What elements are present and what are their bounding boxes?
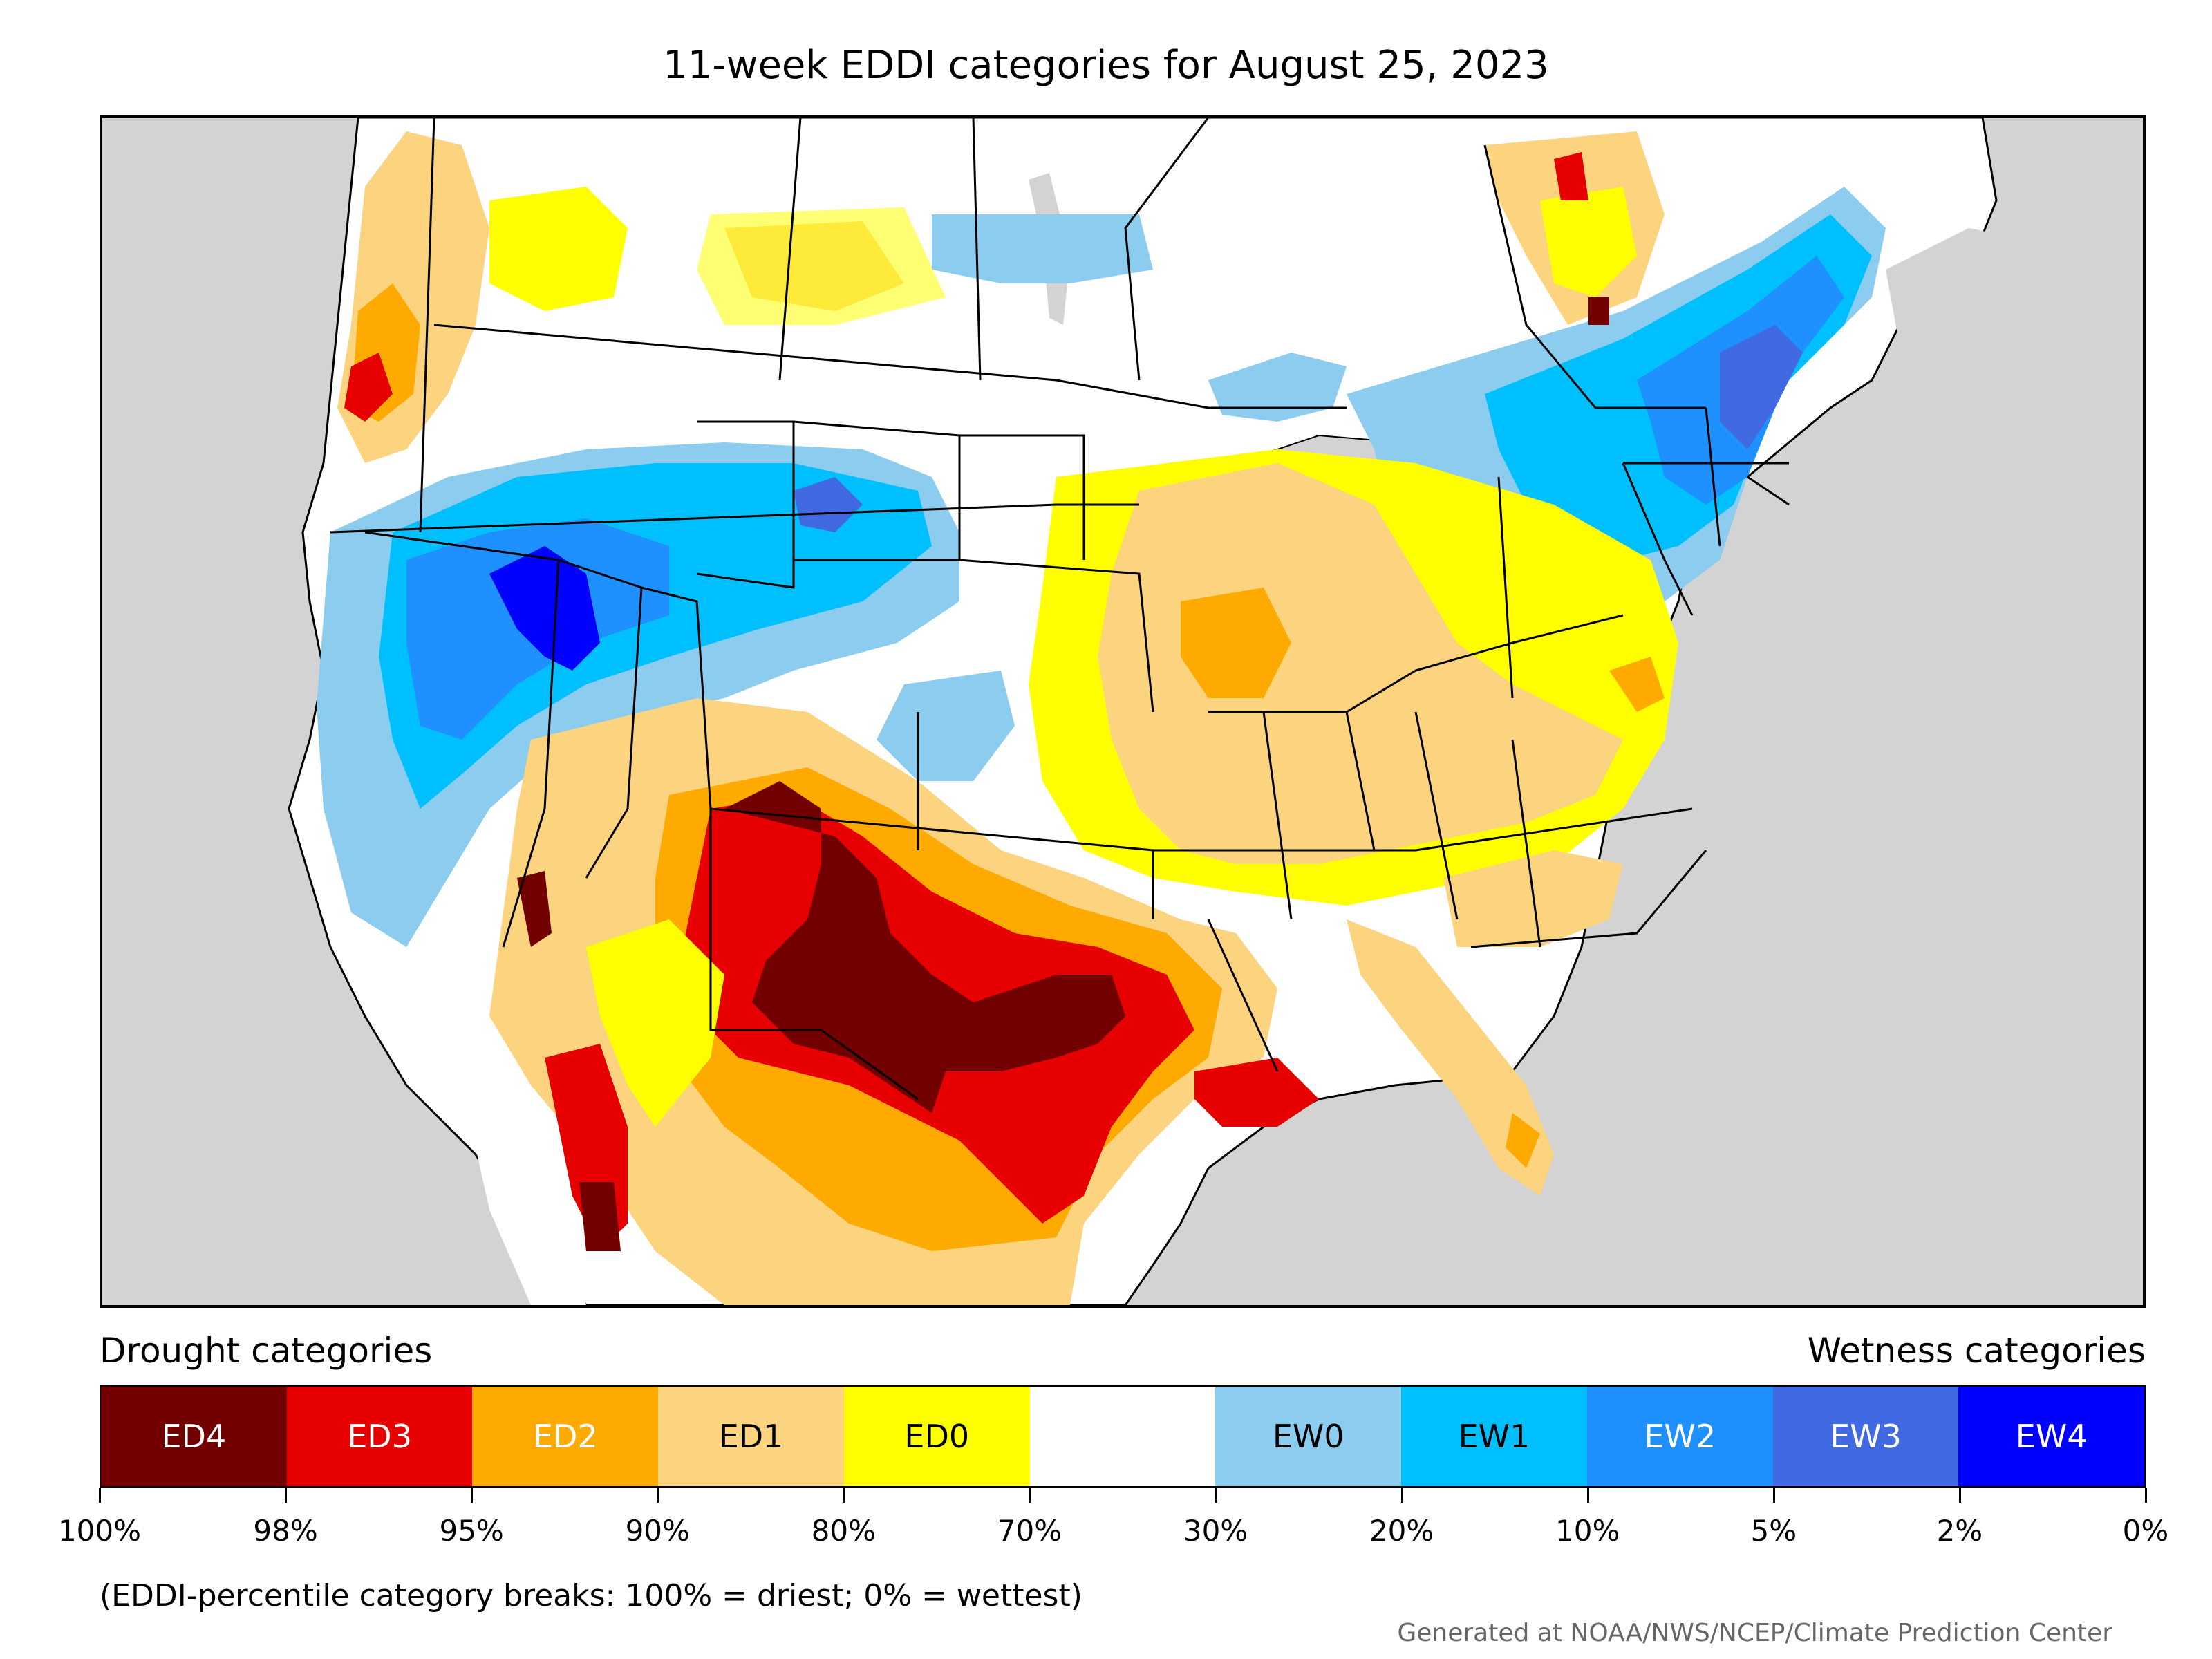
tick-mark: [99, 1488, 101, 1503]
tick-label: 80%: [811, 1514, 877, 1548]
category-breaks-note: (EDDI-percentile category breaks: 100% =…: [100, 1578, 1082, 1613]
tick-mark: [285, 1488, 288, 1503]
political-boundaries: [330, 118, 1790, 1100]
tick-mark: [471, 1488, 474, 1503]
tick-label: 0%: [2122, 1514, 2169, 1548]
legend-cell-ed0: ED0: [843, 1387, 1030, 1486]
tick-label: 2%: [1936, 1514, 1983, 1548]
tick-label: 100%: [57, 1514, 142, 1548]
tick-label: 30%: [1183, 1514, 1248, 1548]
drought-categories-heading: Drought categories: [100, 1331, 433, 1371]
tick-mark: [1958, 1488, 1961, 1503]
eddi-map: [100, 115, 2146, 1308]
legend-cell-normal: [1029, 1387, 1216, 1486]
map-title: 11-week EDDI categories for August 25, 2…: [663, 43, 1549, 88]
legend-cell-ew2: EW2: [1586, 1387, 1773, 1486]
tick-mark: [2145, 1488, 2147, 1503]
wetness-categories-heading: Wetness categories: [1807, 1331, 2146, 1371]
legend-cell-ew3: EW3: [1772, 1387, 1959, 1486]
legend-cell-ew1: EW1: [1401, 1387, 1587, 1486]
baja-peninsula: [462, 1016, 586, 1305]
legend-ticks: [99, 1488, 2147, 1504]
tick-mark: [1772, 1488, 1775, 1503]
tick-mark: [1029, 1488, 1031, 1503]
tick-label: 70%: [997, 1514, 1062, 1548]
legend-cell-ed4: ED4: [101, 1387, 287, 1486]
tick-mark: [1400, 1488, 1403, 1503]
credit-line: Generated at NOAA/NWS/NCEP/Climate Predi…: [1397, 1619, 2112, 1647]
tick-label: 98%: [253, 1514, 318, 1548]
tick-mark: [1215, 1488, 1217, 1503]
gulf-of-st-lawrence: [1886, 228, 2038, 346]
category-legend: ED4 ED3 ED2 ED1 ED0 EW0 EW1 EW2 EW3 EW4: [100, 1385, 2146, 1488]
tick-mark: [843, 1488, 845, 1503]
tick-label: 90%: [625, 1514, 690, 1548]
tick-mark: [657, 1488, 659, 1503]
tick-label: 95%: [439, 1514, 504, 1548]
tick-mark: [1586, 1488, 1589, 1503]
legend-cell-ed1: ED1: [658, 1387, 844, 1486]
tick-label: 10%: [1555, 1514, 1620, 1548]
legend-cell-ew0: EW0: [1215, 1387, 1402, 1486]
legend-cell-ed2: ED2: [472, 1387, 659, 1486]
legend-cell-ed3: ED3: [286, 1387, 473, 1486]
tick-label: 5%: [1750, 1514, 1797, 1548]
legend-cell-ew4: EW4: [1958, 1387, 2145, 1486]
tick-label: 20%: [1369, 1514, 1434, 1548]
